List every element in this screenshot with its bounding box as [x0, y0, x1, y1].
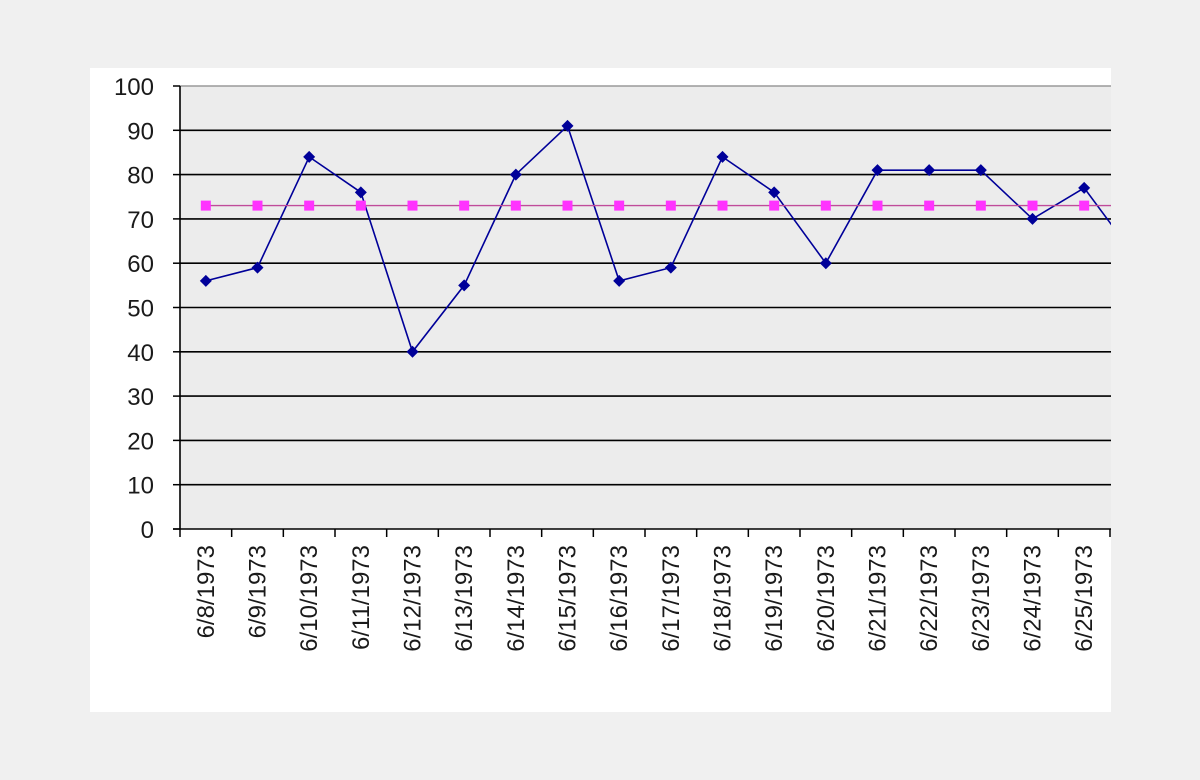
data-point [871, 164, 884, 177]
data-point [924, 200, 935, 211]
data-point [819, 257, 832, 270]
y-tick-label: 100 [114, 74, 154, 101]
data-point [820, 200, 831, 211]
data-point [614, 200, 625, 211]
y-tick-label: 30 [127, 384, 154, 411]
x-tick-label: 6/10/1973 [296, 545, 323, 652]
x-tick-label: 6/18/1973 [710, 545, 737, 652]
x-tick-label: 6/20/1973 [813, 545, 840, 652]
y-tick-label: 20 [127, 428, 154, 455]
x-tick-label: 6/14/1973 [503, 545, 530, 652]
x-tick-label: 6/11/1973 [348, 545, 375, 650]
x-tick-label: 6/24/1973 [1020, 545, 1047, 652]
x-tick-label: 6/15/1973 [555, 545, 582, 652]
data-point [251, 261, 264, 274]
x-tick-label: 6/8/1973 [193, 545, 220, 638]
y-tick-label: 50 [127, 296, 154, 323]
data-point [199, 274, 212, 287]
data-point [717, 200, 728, 211]
data-point [303, 150, 316, 163]
data-point [1078, 181, 1091, 194]
data-point [355, 200, 366, 211]
data-point [768, 186, 781, 199]
data-point [975, 200, 986, 211]
data-point [664, 261, 677, 274]
data-point [923, 164, 936, 177]
data-point [510, 200, 521, 211]
y-tick-label: 40 [127, 340, 154, 367]
data-point [561, 119, 574, 132]
data-point [304, 200, 315, 211]
data-point [716, 150, 729, 163]
data-point [354, 186, 367, 199]
chart-area: 0 10 20 30 40 50 60 70 80 90 100 6/8/1973 6/9/1973 6… [90, 68, 1111, 712]
y-axis-ticks: 0 10 20 30 40 50 60 70 80 90 100 [114, 74, 180, 544]
data-point [769, 200, 780, 211]
x-axis-ticks: 6/8/1973 6/9/1973 6/10/1973 6/11/1973 6/12/1… [179, 529, 1111, 652]
x-tick-label: 6/22/1973 [916, 545, 943, 652]
x-tick-label: 6/13/1973 [451, 545, 478, 652]
data-point [562, 200, 573, 211]
data-point [200, 200, 211, 211]
x-tick-label: 6/19/1973 [761, 545, 788, 652]
x-tick-label: 6/21/1973 [865, 545, 892, 652]
data-point [1079, 200, 1090, 211]
data-point [407, 200, 418, 211]
x-tick-label: 6/17/1973 [658, 545, 685, 652]
y-tick-label: 80 [127, 163, 154, 190]
x-tick-label: 6/25/1973 [1071, 545, 1098, 652]
y-tick-label: 10 [127, 473, 154, 500]
x-tick-label: 6/12/1973 [400, 545, 427, 652]
data-point [1026, 212, 1039, 225]
y-tick-label: 60 [127, 251, 154, 278]
data-point [872, 200, 883, 211]
y-tick-label: 90 [127, 118, 154, 145]
data-point [458, 279, 471, 292]
data-point [665, 200, 676, 211]
data-point [613, 274, 626, 287]
y-tick-label: 70 [127, 207, 154, 234]
data-point [1027, 200, 1038, 211]
data-point [252, 200, 263, 211]
x-tick-label: 6/23/1973 [968, 545, 995, 652]
x-tick-label: 6/9/1973 [245, 545, 272, 638]
y-tick-label: 0 [141, 517, 154, 544]
data-point [974, 164, 987, 177]
data-point [459, 200, 470, 211]
data-point [509, 168, 522, 181]
data-point [406, 345, 419, 358]
series [199, 119, 1111, 358]
x-tick-label: 6/16/1973 [606, 545, 633, 652]
